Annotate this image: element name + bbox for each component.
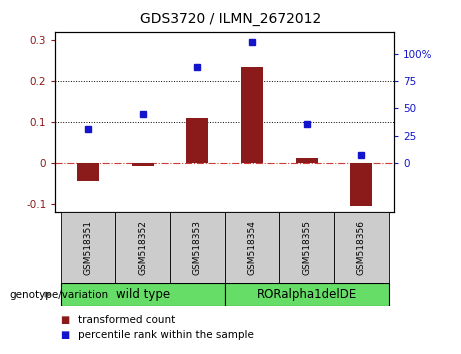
Bar xyxy=(170,212,225,285)
Bar xyxy=(61,283,225,306)
Bar xyxy=(187,118,208,163)
Bar xyxy=(61,212,115,285)
Text: wild type: wild type xyxy=(116,288,170,301)
Text: GSM518355: GSM518355 xyxy=(302,220,311,275)
Text: GSM518351: GSM518351 xyxy=(83,220,93,275)
Text: transformed count: transformed count xyxy=(78,315,176,325)
Text: ■: ■ xyxy=(60,330,69,339)
Bar xyxy=(115,212,170,285)
Text: GDS3720 / ILMN_2672012: GDS3720 / ILMN_2672012 xyxy=(140,12,321,27)
Text: GSM518352: GSM518352 xyxy=(138,220,147,275)
Text: genotype/variation: genotype/variation xyxy=(9,290,108,299)
Text: GSM518356: GSM518356 xyxy=(357,220,366,275)
Bar xyxy=(279,212,334,285)
Text: GSM518354: GSM518354 xyxy=(248,220,257,275)
Text: ■: ■ xyxy=(60,315,69,325)
Bar xyxy=(77,163,99,181)
Bar xyxy=(132,163,154,166)
Bar xyxy=(296,158,318,163)
Bar xyxy=(350,163,372,206)
Bar xyxy=(334,212,389,285)
Text: percentile rank within the sample: percentile rank within the sample xyxy=(78,330,254,339)
Bar xyxy=(225,212,279,285)
Text: RORalpha1delDE: RORalpha1delDE xyxy=(257,288,357,301)
Bar xyxy=(241,67,263,163)
Bar xyxy=(225,283,389,306)
Text: GSM518353: GSM518353 xyxy=(193,220,202,275)
